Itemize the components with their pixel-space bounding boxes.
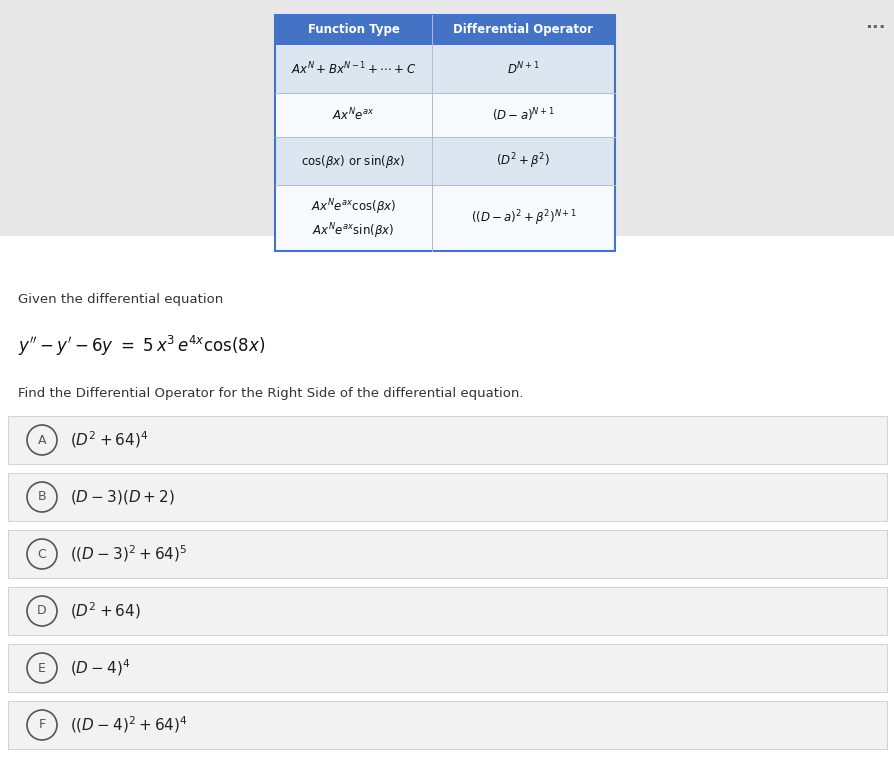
Text: $(D - 3)(D + 2)$: $(D - 3)(D + 2)$ [70,488,174,506]
Text: $(D - 4)^4$: $(D - 4)^4$ [70,657,131,678]
FancyBboxPatch shape [0,236,894,776]
FancyBboxPatch shape [432,137,614,185]
Text: Find the Differential Operator for the Right Side of the differential equation.: Find the Differential Operator for the R… [18,387,523,400]
FancyBboxPatch shape [8,416,886,464]
Text: Differential Operator: Differential Operator [453,23,593,36]
FancyBboxPatch shape [274,15,432,45]
Text: $(D^2 + \beta^2)$: $(D^2 + \beta^2)$ [496,151,550,171]
Text: $\cos(\beta x)$ or $\sin(\beta x)$: $\cos(\beta x)$ or $\sin(\beta x)$ [301,153,405,169]
FancyBboxPatch shape [8,473,886,521]
Text: $Ax^Ne^{ax}$: $Ax^Ne^{ax}$ [332,107,375,123]
Text: $(D^2 + 64)$: $(D^2 + 64)$ [70,601,140,622]
Text: Function Type: Function Type [308,23,399,36]
Text: Given the differential equation: Given the differential equation [18,293,223,307]
FancyBboxPatch shape [274,93,432,137]
Text: $((D - 3)^2 + 64)^5$: $((D - 3)^2 + 64)^5$ [70,544,187,564]
Text: $((D - 4)^2 + 64)^4$: $((D - 4)^2 + 64)^4$ [70,715,188,736]
Text: ···: ··· [864,19,884,37]
Text: $Ax^Ne^{ax}\sin(\beta x)$: $Ax^Ne^{ax}\sin(\beta x)$ [312,221,394,241]
Text: E: E [38,661,46,674]
FancyBboxPatch shape [8,701,886,749]
Text: $y'' - y' - 6y \ = \ 5\,x^3\,e^{4x}\cos\!\left(8x\right)$: $y'' - y' - 6y \ = \ 5\,x^3\,e^{4x}\cos\… [18,334,265,358]
Text: F: F [38,719,46,732]
Text: $((D - a)^2 + \beta^2)^{N+1}$: $((D - a)^2 + \beta^2)^{N+1}$ [470,208,576,228]
FancyBboxPatch shape [8,587,886,635]
Text: B: B [38,490,46,504]
FancyBboxPatch shape [274,137,432,185]
Text: A: A [38,434,46,446]
Text: $(D - a)^{N+1}$: $(D - a)^{N+1}$ [492,106,554,124]
FancyBboxPatch shape [8,644,886,692]
FancyBboxPatch shape [432,45,614,93]
Text: $Ax^N + Bx^{N-1} + \cdots + C$: $Ax^N + Bx^{N-1} + \cdots + C$ [291,61,416,78]
FancyBboxPatch shape [274,45,432,93]
Text: $D^{N+1}$: $D^{N+1}$ [507,61,539,78]
FancyBboxPatch shape [8,530,886,578]
Text: C: C [38,548,46,560]
Text: $(D^2 + 64)^4$: $(D^2 + 64)^4$ [70,430,148,450]
Text: $Ax^Ne^{ax}\cos(\beta x)$: $Ax^Ne^{ax}\cos(\beta x)$ [310,197,396,217]
FancyBboxPatch shape [432,185,614,251]
FancyBboxPatch shape [432,93,614,137]
FancyBboxPatch shape [432,15,614,45]
Text: D: D [38,605,46,618]
FancyBboxPatch shape [274,185,432,251]
